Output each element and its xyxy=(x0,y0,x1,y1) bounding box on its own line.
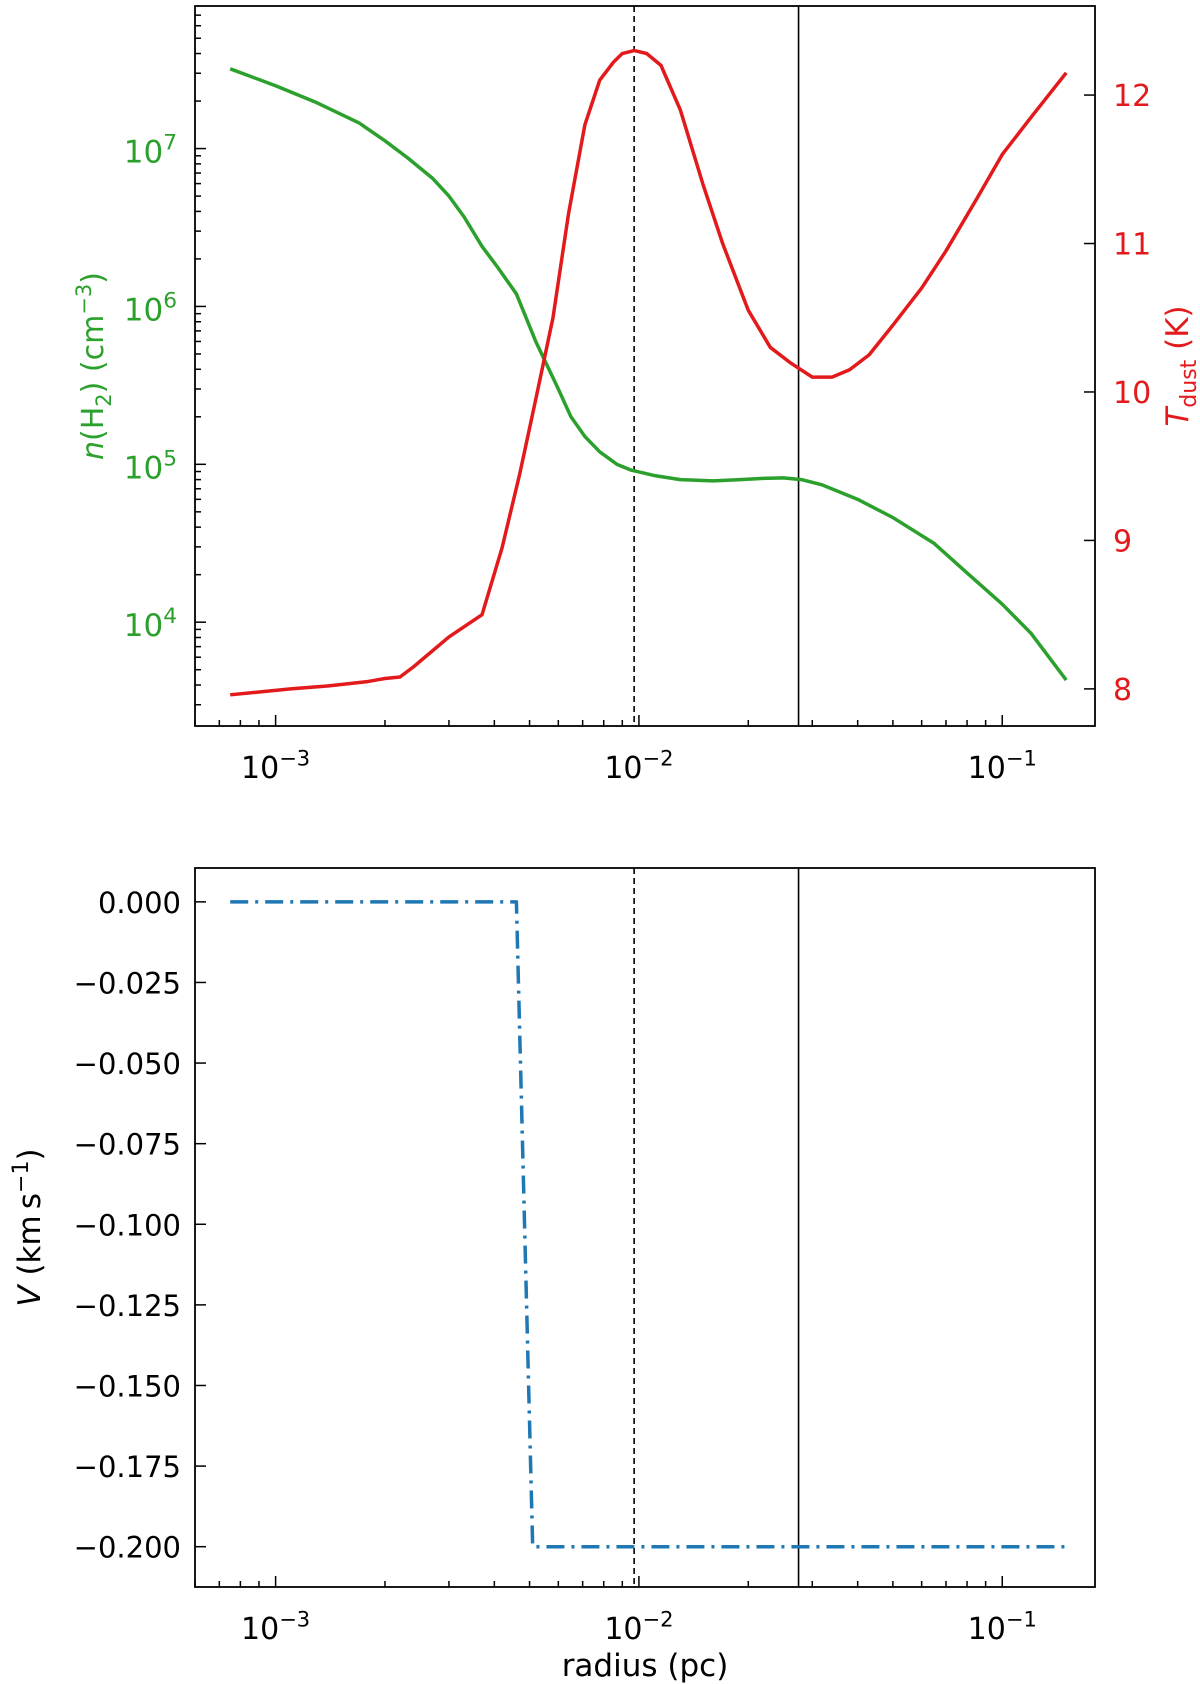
y-tick-label: −0.050 xyxy=(74,1047,181,1081)
label-part: −1 xyxy=(9,1161,34,1193)
label-part: −3 xyxy=(72,284,96,315)
label-part: dust xyxy=(1177,359,1200,407)
left-tick-label: 107 xyxy=(124,131,177,171)
velocity-curve xyxy=(230,900,1067,1549)
y-tick-label: −0.100 xyxy=(74,1208,181,1242)
y-tick-label: −0.025 xyxy=(74,966,181,1000)
dust-temperature-curve xyxy=(230,48,1068,697)
tick-label-exponent: 6 xyxy=(163,288,177,313)
velocity-panel: 10−3 10−2 10−10.000−0.025−0.050−0.075−0.10… xyxy=(9,867,1096,1684)
label-part: 2 xyxy=(92,393,116,406)
left-tick-label: 104 xyxy=(124,604,177,644)
tick-label-exponent: −3 xyxy=(279,1607,310,1631)
tick-label-exponent: −2 xyxy=(643,1607,674,1631)
axes-frame xyxy=(194,867,1096,1588)
right-tick-label: 8 xyxy=(1113,673,1132,708)
tick-label-exponent: 4 xyxy=(163,604,177,629)
tick-label-exponent: −1 xyxy=(1006,1607,1037,1631)
label-part: n xyxy=(76,441,111,460)
y-tick-label: −0.175 xyxy=(74,1450,181,1484)
label-part: T xyxy=(1160,406,1196,427)
tick-label-base: 10 xyxy=(604,1612,642,1647)
tick-label-base: 10 xyxy=(241,751,279,786)
left-tick-label: 105 xyxy=(124,446,177,486)
axes-frame xyxy=(194,5,1096,727)
x-tick-label: 10−3 xyxy=(241,1607,310,1647)
label-part: (K) xyxy=(1160,305,1196,359)
y-tick-label: −0.200 xyxy=(74,1531,181,1565)
y-tick-label: 0.000 xyxy=(98,886,181,920)
tick-label-base: 10 xyxy=(124,450,163,486)
x-tick-label: 10−1 xyxy=(968,1607,1037,1647)
tick-label-exponent: −1 xyxy=(1006,746,1037,770)
label-part: V xyxy=(12,1283,48,1307)
tick-label-base: 10 xyxy=(241,1612,279,1647)
tick-label-base: 10 xyxy=(968,751,1006,786)
left-axis-label: n(H2) (cm−3) xyxy=(72,272,116,460)
tick-label-base: 10 xyxy=(124,608,163,644)
tick-label-exponent: −3 xyxy=(279,746,310,770)
label-part: ) xyxy=(12,1148,48,1160)
x-tick-label: 10−2 xyxy=(604,746,673,786)
label-part: (H xyxy=(76,407,111,441)
tick-label-base: 10 xyxy=(124,292,163,328)
right-axis-label: Tdust (K) xyxy=(1160,305,1200,426)
y-axis-label: V (km s−1) xyxy=(9,1148,48,1306)
y-tick-label: −0.125 xyxy=(74,1289,181,1323)
tick-label-exponent: 5 xyxy=(163,446,177,471)
tick-label-base: 10 xyxy=(604,751,642,786)
label-part: ) (cm xyxy=(76,315,111,394)
x-axis-label: radius (pc) xyxy=(562,1648,729,1684)
right-tick-label: 10 xyxy=(1113,376,1151,411)
x-tick-label: 10−2 xyxy=(604,1607,673,1647)
right-tick-label: 11 xyxy=(1113,228,1151,263)
tick-label-exponent: 7 xyxy=(163,131,177,156)
label-part: (km s xyxy=(12,1193,48,1285)
density-curve xyxy=(229,67,1068,682)
x-tick-label: 10−3 xyxy=(241,746,310,786)
y-tick-label: −0.075 xyxy=(74,1128,181,1162)
label-part: ) xyxy=(76,272,111,284)
y-tick-label: −0.150 xyxy=(74,1369,181,1403)
right-tick-label: 12 xyxy=(1113,79,1151,114)
tick-label-base: 10 xyxy=(124,135,163,171)
x-tick-label: 10−1 xyxy=(968,746,1037,786)
left-tick-label: 106 xyxy=(124,288,177,328)
tick-label-base: 10 xyxy=(968,1612,1006,1647)
right-tick-label: 9 xyxy=(1113,524,1132,559)
tick-label-exponent: −2 xyxy=(643,746,674,770)
